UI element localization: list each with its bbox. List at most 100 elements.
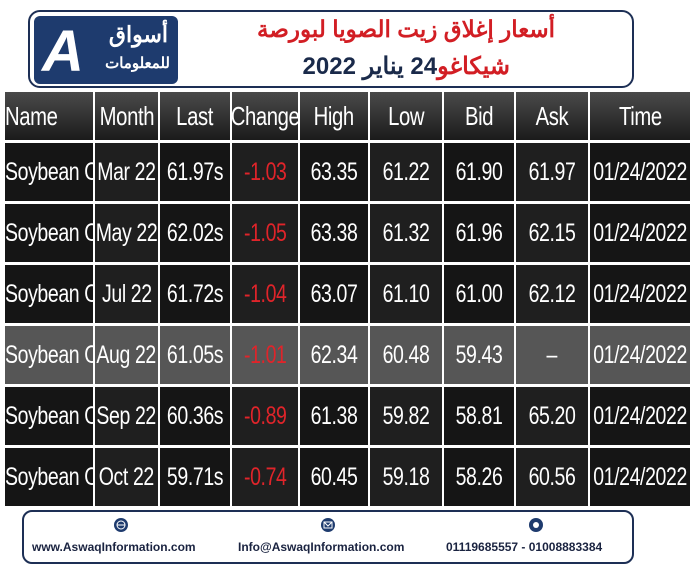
table-cell: 60.48 bbox=[370, 326, 442, 384]
table-cell: -1.05 bbox=[232, 204, 298, 262]
table-cell-text: 59.71s bbox=[166, 462, 224, 491]
column-header: Last bbox=[160, 92, 230, 140]
table-cell: -1.04 bbox=[232, 265, 298, 323]
column-header-text: Low bbox=[387, 100, 425, 131]
mail-icon bbox=[321, 518, 335, 532]
phone-icon bbox=[529, 518, 543, 532]
table-cell-text: -0.89 bbox=[243, 401, 287, 430]
table-cell: 01/24/2022 bbox=[590, 387, 690, 445]
table-cell-text: -1.03 bbox=[243, 157, 287, 186]
table-cell-text: 59.43 bbox=[455, 340, 503, 369]
table-cell: 60.45 bbox=[300, 448, 368, 506]
table-cell-text: Soybean Oil bbox=[5, 279, 93, 308]
table-cell-text: 62.02s bbox=[166, 218, 224, 247]
table-cell: 61.72s bbox=[160, 265, 230, 323]
table-cell: 61.22 bbox=[370, 143, 442, 201]
column-header-text: Ask bbox=[535, 100, 569, 131]
table-cell-text: 61.38 bbox=[310, 401, 358, 430]
table-cell-text: 01/24/2022 bbox=[593, 401, 687, 430]
footer-website: www.AswaqInformation.com bbox=[32, 540, 196, 554]
column-header: High bbox=[300, 92, 368, 140]
table-cell: 59.82 bbox=[370, 387, 442, 445]
table-cell-text: 62.12 bbox=[528, 279, 576, 308]
table-cell-text: Soybean Oil bbox=[5, 401, 93, 430]
table-cell: 61.96 bbox=[444, 204, 514, 262]
footer-email: Info@AswaqInformation.com bbox=[238, 540, 405, 554]
table-cell: 60.56 bbox=[516, 448, 588, 506]
table-cell: 65.20 bbox=[516, 387, 588, 445]
table-cell-text: 62.34 bbox=[310, 340, 358, 369]
table-cell: 58.81 bbox=[444, 387, 514, 445]
table-cell-text: Soybean Oil bbox=[5, 462, 93, 491]
table-cell: 61.32 bbox=[370, 204, 442, 262]
table-cell-text: 61.32 bbox=[382, 218, 430, 247]
table-cell-text: 60.36s bbox=[166, 401, 224, 430]
table-cell-text: 60.56 bbox=[528, 462, 576, 491]
table-cell: 61.90 bbox=[444, 143, 514, 201]
table-cell-text: – bbox=[546, 340, 558, 369]
table-cell: Sep 22 bbox=[95, 387, 158, 445]
column-header: Ask bbox=[516, 92, 588, 140]
table-cell-text: 61.05s bbox=[166, 340, 224, 369]
table-cell-text: 63.35 bbox=[310, 157, 358, 186]
table-cell-text: 58.26 bbox=[455, 462, 503, 491]
table-cell: Soybean Oil bbox=[5, 204, 93, 262]
table-cell: Soybean Oil bbox=[5, 143, 93, 201]
table-cell-text: 62.15 bbox=[528, 218, 576, 247]
table-cell: 62.34 bbox=[300, 326, 368, 384]
table-cell: Soybean Oil bbox=[5, 387, 93, 445]
table-cell: -0.89 bbox=[232, 387, 298, 445]
column-header-text: Last bbox=[176, 100, 214, 131]
title-place: شيكاغو bbox=[437, 53, 510, 80]
table-cell-text: Aug 22 bbox=[96, 340, 157, 369]
table-cell-text: 61.97s bbox=[166, 157, 224, 186]
logo: A أسواق للمعلومات bbox=[34, 16, 178, 84]
table-cell: 61.38 bbox=[300, 387, 368, 445]
table-cell-text: 01/24/2022 bbox=[593, 279, 687, 308]
price-table: Name Month Last Change High Low Bid Ask Time Soyb… bbox=[5, 92, 690, 506]
title-line: شيكاغو24 يناير 2022 bbox=[190, 52, 510, 81]
table-cell-text: -0.74 bbox=[243, 462, 287, 491]
footer-frame bbox=[22, 510, 634, 564]
table-cell-text: Oct 22 bbox=[98, 462, 155, 491]
table-cell-text: 61.22 bbox=[382, 157, 430, 186]
footer-phone: 01119685557 - 01008883384 bbox=[446, 540, 603, 554]
column-header: Low bbox=[370, 92, 442, 140]
table-cell-text: 59.82 bbox=[382, 401, 430, 430]
table-cell-text: Sep 22 bbox=[96, 401, 157, 430]
table-cell: Soybean Oil bbox=[5, 448, 93, 506]
column-header-text: Name bbox=[5, 100, 58, 131]
table-cell: 01/24/2022 bbox=[590, 448, 690, 506]
table-cell-text: 63.07 bbox=[310, 279, 358, 308]
table-cell: 61.00 bbox=[444, 265, 514, 323]
table-cell-text: Mar 22 bbox=[97, 157, 156, 186]
table-cell-text: 63.38 bbox=[310, 218, 358, 247]
table-cell: 01/24/2022 bbox=[590, 143, 690, 201]
table-cell: 62.15 bbox=[516, 204, 588, 262]
table-cell-text: Soybean Oil bbox=[5, 157, 93, 186]
logo-subtitle: للمعلومات bbox=[105, 55, 170, 72]
column-header-text: Time bbox=[618, 100, 662, 131]
table-cell: 59.43 bbox=[444, 326, 514, 384]
table-cell-text: 01/24/2022 bbox=[593, 157, 687, 186]
table-cell-text: -1.01 bbox=[243, 340, 287, 369]
table-cell: 63.07 bbox=[300, 265, 368, 323]
table-cell: 59.18 bbox=[370, 448, 442, 506]
column-header: Bid bbox=[444, 92, 514, 140]
table-cell-text: 65.20 bbox=[528, 401, 576, 430]
table-cell: Oct 22 bbox=[95, 448, 158, 506]
column-header: Change bbox=[232, 92, 298, 140]
table-cell-text: 61.10 bbox=[382, 279, 430, 308]
table-cell-text: 60.45 bbox=[310, 462, 358, 491]
table-cell: May 22 bbox=[95, 204, 158, 262]
table-cell-text: 01/24/2022 bbox=[593, 462, 687, 491]
logo-icon: A bbox=[42, 19, 84, 84]
table-cell: -1.01 bbox=[232, 326, 298, 384]
column-header-text: High bbox=[313, 100, 355, 131]
table-cell: 63.38 bbox=[300, 204, 368, 262]
table-cell: Jul 22 bbox=[95, 265, 158, 323]
table-cell: 61.97s bbox=[160, 143, 230, 201]
column-header-text: Change bbox=[232, 100, 298, 131]
table-cell: 60.36s bbox=[160, 387, 230, 445]
